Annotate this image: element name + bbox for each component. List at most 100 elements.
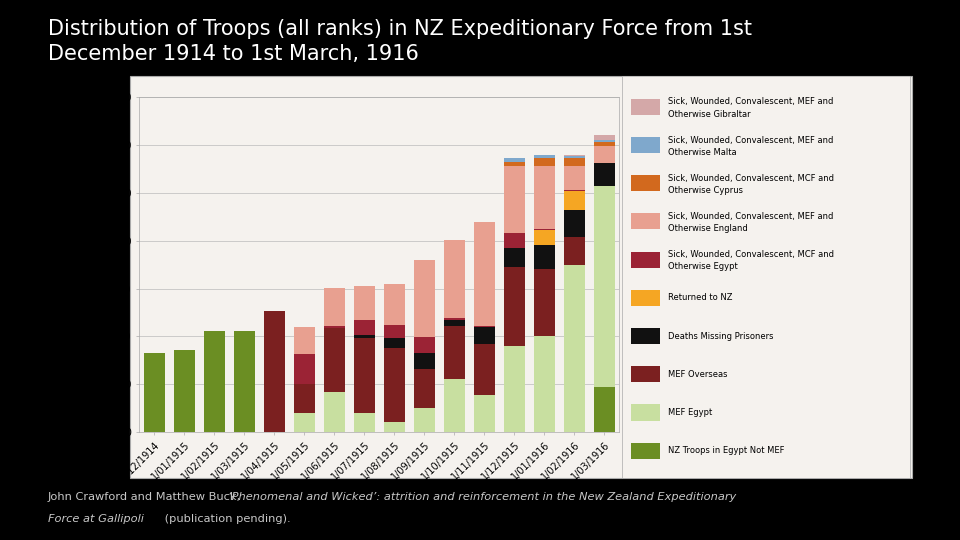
Bar [384,422,405,432]
Bar [534,166,555,229]
Bar [294,354,315,384]
Bar [631,213,660,230]
Bar [593,134,614,140]
X-axis label: Date: Date [364,486,395,499]
Bar [534,230,555,245]
Bar [593,146,614,163]
Bar [504,158,525,162]
Bar [174,350,195,432]
Text: Otherwise Cyprus: Otherwise Cyprus [668,186,743,195]
Bar [564,191,585,210]
Bar [414,260,435,338]
Text: Otherwise Malta: Otherwise Malta [668,148,736,157]
Bar [534,154,555,158]
Bar [324,326,345,328]
Bar [631,175,660,191]
Bar [473,326,494,327]
Bar [384,348,405,422]
Bar [294,327,315,354]
Text: Sick, Wounded, Convalescent, MCF and: Sick, Wounded, Convalescent, MCF and [668,174,834,183]
Bar [384,338,405,348]
Bar [631,328,660,344]
Bar [504,267,525,346]
Bar [564,158,585,166]
Text: MEF Egypt: MEF Egypt [668,408,712,417]
Bar [593,163,614,186]
Bar [473,344,494,395]
Bar [324,288,345,326]
Bar [473,327,494,344]
Bar [504,162,525,166]
Bar [384,284,405,325]
Bar [414,408,435,432]
Bar [444,380,465,432]
Bar [353,338,374,413]
Bar [504,248,525,267]
Bar [593,186,614,387]
Bar [444,240,465,318]
Bar [534,336,555,432]
Text: Deaths Missing Prisoners: Deaths Missing Prisoners [668,332,774,341]
Bar [564,265,585,432]
Y-axis label: Number of Troops Arriving in Theatre: Number of Troops Arriving in Theatre [79,161,88,368]
Text: MEF Overseas: MEF Overseas [668,370,728,379]
Bar [414,369,435,408]
Bar [353,286,374,320]
Text: Sick, Wounded, Convalescent, MCF and: Sick, Wounded, Convalescent, MCF and [668,251,834,259]
Bar [504,346,525,432]
Bar [534,269,555,336]
Text: John Crawford and Matthew Buck,: John Crawford and Matthew Buck, [48,492,245,503]
Bar [414,353,435,369]
Bar [564,210,585,237]
Bar [473,221,494,326]
Bar [353,413,374,432]
Text: NZ Troops in Egypt Not MEF: NZ Troops in Egypt Not MEF [668,446,784,455]
Bar [264,310,285,432]
Text: Force at Gallipoli: Force at Gallipoli [48,514,144,524]
Bar [534,158,555,166]
Bar [324,392,345,432]
Bar [294,413,315,432]
Bar [564,156,585,158]
Bar [564,154,585,156]
Bar [353,335,374,338]
Bar [473,395,494,432]
Bar [504,233,525,248]
Bar [353,320,374,335]
Text: Sick, Wounded, Convalescent, MEF and: Sick, Wounded, Convalescent, MEF and [668,212,833,221]
Bar [444,318,465,320]
Bar [631,99,660,115]
Bar [631,252,660,268]
Text: Otherwise England: Otherwise England [668,224,748,233]
Bar [631,404,660,421]
Text: Otherwise Egypt: Otherwise Egypt [668,262,738,272]
Bar [564,190,585,191]
Bar [631,290,660,306]
Bar [631,137,660,153]
Bar [593,387,614,432]
Bar [324,328,345,392]
Bar [593,140,614,142]
Bar [631,366,660,382]
Text: ‘Phenomenal and Wicked’: attrition and reinforcement in the New Zealand Expediti: ‘Phenomenal and Wicked’: attrition and r… [228,492,736,503]
Bar [444,326,465,380]
Bar [144,353,165,432]
Text: Returned to NZ: Returned to NZ [668,293,732,302]
Bar [564,166,585,190]
Bar [534,229,555,230]
Bar [564,237,585,265]
Bar [204,330,225,432]
Bar [444,320,465,326]
Bar [414,338,435,353]
Text: Otherwise Gibraltar: Otherwise Gibraltar [668,110,751,118]
Bar [534,245,555,269]
Text: Sick, Wounded, Convalescent, MEF and: Sick, Wounded, Convalescent, MEF and [668,97,833,106]
Bar [504,166,525,233]
Text: Sick, Wounded, Convalescent, MEF and: Sick, Wounded, Convalescent, MEF and [668,136,833,145]
Bar [384,325,405,338]
Text: (publication pending).: (publication pending). [161,514,291,524]
Text: Distribution of Troops (all ranks) in NZ Expeditionary Force from 1st
December 1: Distribution of Troops (all ranks) in NZ… [48,19,752,64]
Bar [233,330,254,432]
Bar [294,384,315,413]
Bar [631,443,660,459]
